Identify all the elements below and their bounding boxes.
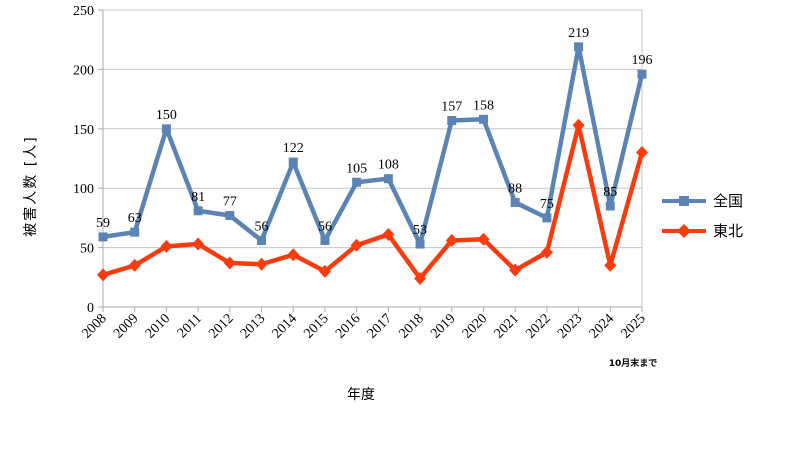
x-tick-label: 2021	[492, 311, 522, 341]
x-tick-label: 2019	[428, 311, 458, 341]
y-axis-title: 被害人数 [人]	[23, 135, 39, 237]
data-label: 196	[632, 53, 653, 68]
data-point-marker	[477, 232, 490, 246]
axis-footnote: 10月末まで	[608, 359, 658, 369]
data-point-marker	[320, 235, 330, 245]
legend-line-square-icon	[662, 195, 706, 206]
data-label: 85	[603, 185, 617, 200]
data-label: 81	[191, 190, 205, 205]
legend-item-zenkoku: 全国	[661, 190, 743, 211]
data-point-marker	[510, 197, 520, 207]
data-point-marker	[223, 256, 236, 270]
data-label: 122	[283, 141, 304, 156]
data-label: 63	[128, 211, 142, 226]
data-point-marker	[636, 146, 648, 160]
y-tick-label: 250	[73, 4, 94, 19]
x-tick-label: 2023	[555, 311, 585, 341]
data-point-marker	[637, 69, 647, 79]
x-tick-label: 2014	[270, 311, 300, 341]
data-point-marker	[257, 235, 267, 245]
legend-line-diamond-icon	[662, 223, 706, 238]
x-axis-title: 年度	[347, 387, 375, 403]
data-point-marker	[225, 211, 235, 221]
data-label: 219	[568, 26, 589, 41]
x-tick-label: 2015	[301, 311, 331, 341]
series-line-全国	[100, 44, 645, 247]
x-tick-label: 2011	[175, 311, 205, 341]
data-label: 105	[346, 161, 367, 176]
data-label: 77	[223, 195, 237, 210]
y-tick-label: 200	[73, 63, 94, 78]
data-label: 75	[540, 197, 554, 212]
data-point-marker	[255, 257, 268, 271]
data-point-marker	[128, 258, 141, 272]
data-point-marker	[447, 115, 457, 125]
data-point-marker	[445, 233, 458, 247]
y-tick-label: 100	[73, 182, 94, 197]
data-label: 157	[441, 99, 462, 114]
x-tick-label: 2010	[143, 311, 173, 341]
data-point-marker	[98, 232, 108, 242]
data-point-marker	[350, 238, 363, 252]
data-point-marker	[318, 264, 331, 278]
data-label: 56	[318, 219, 332, 234]
data-label: 158	[473, 98, 494, 113]
y-tick-label: 0	[87, 301, 94, 316]
data-point-marker	[352, 177, 362, 187]
data-label: 59	[96, 216, 110, 231]
x-tick-label: 2024	[587, 311, 617, 341]
x-tick-label: 2018	[396, 311, 426, 341]
data-label: 53	[413, 223, 427, 238]
data-point-marker	[382, 228, 395, 242]
y-tick-label: 50	[80, 242, 94, 257]
data-point-marker	[478, 114, 488, 124]
x-tick-label: 2022	[523, 311, 553, 341]
data-point-marker	[540, 245, 553, 259]
data-label: 88	[508, 181, 522, 196]
x-tick-label: 2025	[618, 311, 648, 341]
legend-item-tohoku: 東北	[661, 220, 743, 241]
data-point-marker	[130, 227, 140, 237]
data-point-marker	[97, 268, 109, 282]
data-label: 150	[156, 108, 177, 123]
data-point-marker	[287, 248, 300, 262]
x-tick-label: 2016	[333, 311, 363, 341]
data-point-marker	[383, 174, 393, 184]
x-tick-label: 2009	[111, 311, 141, 341]
x-tick-label: 2008	[79, 311, 109, 341]
data-point-marker	[415, 239, 425, 249]
y-tick-label: 150	[73, 123, 94, 138]
data-point-marker	[574, 42, 584, 52]
data-point-marker	[604, 258, 617, 272]
data-point-marker	[414, 271, 427, 285]
data-label: 56	[255, 219, 269, 234]
data-point-marker	[509, 263, 522, 277]
data-point-marker	[288, 157, 298, 167]
x-tick-label: 2012	[206, 311, 236, 341]
data-point-marker	[192, 237, 205, 251]
x-tick-label: 2020	[460, 311, 490, 341]
data-point-marker	[161, 124, 171, 134]
data-point-marker	[542, 213, 552, 223]
data-point-marker	[605, 201, 615, 211]
data-point-marker	[160, 239, 173, 253]
legend: 全国 東北	[661, 190, 743, 241]
data-point-marker	[572, 118, 585, 132]
data-label: 108	[378, 158, 399, 173]
x-tick-label: 2013	[238, 311, 268, 341]
legend-label: 全国	[713, 192, 744, 210]
legend-label: 東北	[713, 222, 744, 240]
x-tick-label: 2017	[365, 311, 395, 341]
data-point-marker	[193, 206, 203, 216]
